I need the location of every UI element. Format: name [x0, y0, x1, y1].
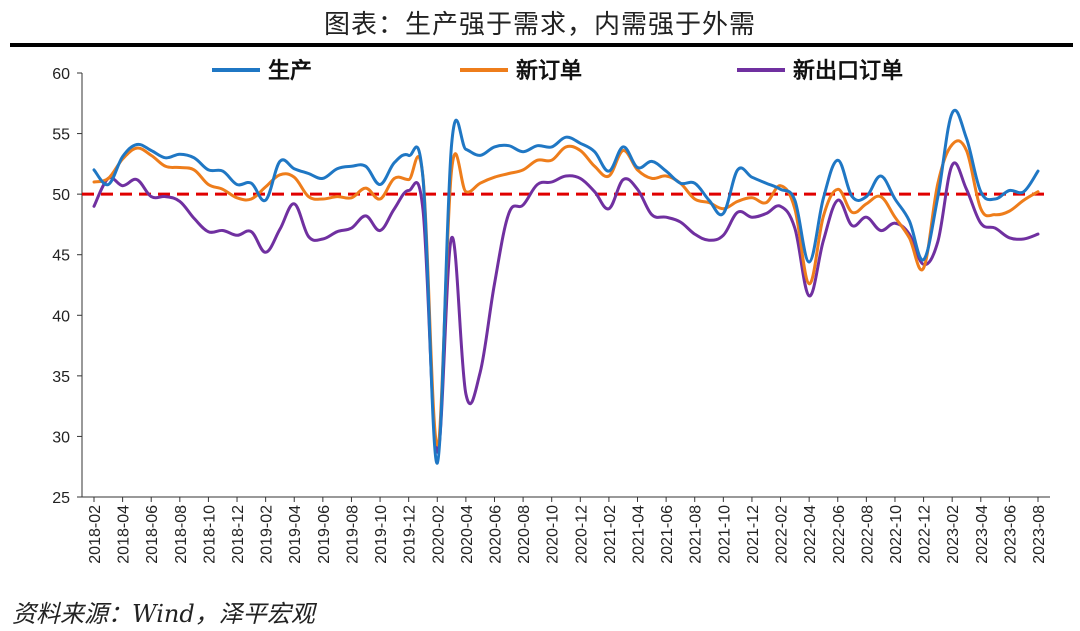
y-tick-label: 30: [52, 429, 70, 446]
x-tick-label: 2019-08: [344, 505, 361, 564]
x-tick-label: 2022-08: [859, 505, 876, 564]
x-tick-label: 2018-10: [201, 505, 218, 564]
line-chart: 25 30 35 40 45 50 55 60 2018-02 2018-04 2018-06 201…: [52, 58, 1050, 564]
series-line-production: [92, 108, 1040, 465]
series-line-new_orders: [92, 139, 1040, 447]
x-tick-label: 2019-02: [259, 505, 276, 564]
x-tick-label: 2020-12: [573, 505, 590, 564]
y-tick-label: 55: [52, 127, 70, 144]
x-tick-label: 2020-02: [430, 505, 447, 564]
x-tick-label: 2023-08: [1031, 505, 1048, 564]
x-tick-label: 2021-06: [659, 505, 676, 564]
x-tick-label: 2020-08: [516, 505, 533, 564]
y-tick-label: 25: [52, 490, 70, 507]
legend: 生产 新订单 新出口订单: [212, 58, 903, 84]
y-tick-label: 50: [52, 187, 70, 204]
x-tick-label: 2021-04: [631, 505, 648, 564]
x-tick-label: 2019-04: [287, 505, 304, 564]
chart-axes: 25 30 35 40 45 50 55 60 2018-02 2018-04 2018-06 201…: [52, 66, 1050, 564]
legend-label-production: 生产: [268, 59, 312, 84]
y-tick-label: 60: [52, 66, 70, 83]
x-tick-label: 2019-10: [373, 505, 390, 564]
y-tick-label: 40: [52, 308, 70, 325]
chart-title: 图表：生产强于需求，内需强于外需: [323, 10, 756, 40]
x-tick-label: 2021-12: [745, 505, 762, 564]
legend-label-export_orders: 新出口订单: [793, 58, 903, 84]
title-divider: [10, 43, 1073, 47]
x-tick-label: 2022-12: [917, 505, 934, 564]
x-tick-label: 2022-10: [888, 505, 905, 564]
x-tick-label: 2021-02: [602, 505, 619, 564]
x-tick-label: 2019-12: [402, 505, 419, 564]
x-tick-label: 2021-10: [716, 505, 733, 564]
x-tick-label: 2023-06: [1002, 505, 1019, 564]
x-tick-label: 2023-02: [945, 505, 962, 564]
x-tick-label: 2022-02: [774, 505, 791, 564]
x-tick-label: 2018-02: [87, 505, 104, 564]
legend-label-new_orders: 新订单: [516, 58, 582, 84]
source-note: 资料来源：Wind，泽平宏观: [12, 600, 315, 628]
y-tick-label: 35: [52, 369, 70, 386]
x-tick-label: 2019-06: [316, 505, 333, 564]
x-tick-label: 2018-06: [144, 505, 161, 564]
y-tick-label: 45: [52, 248, 70, 265]
x-tick-label: 2023-04: [974, 505, 991, 564]
x-tick-label: 2018-04: [116, 505, 133, 564]
x-tick-label: 2020-10: [545, 505, 562, 564]
x-tick-label: 2020-06: [487, 505, 504, 564]
x-tick-label: 2018-08: [173, 505, 190, 564]
x-tick-label: 2022-04: [802, 505, 819, 564]
x-tick-label: 2020-04: [459, 505, 476, 564]
x-tick-label: 2021-08: [688, 505, 705, 564]
x-tick-label: 2022-06: [831, 505, 848, 564]
x-tick-label: 2018-12: [230, 505, 247, 564]
series-line-export_orders: [92, 161, 1040, 454]
series-lines: [92, 108, 1040, 465]
